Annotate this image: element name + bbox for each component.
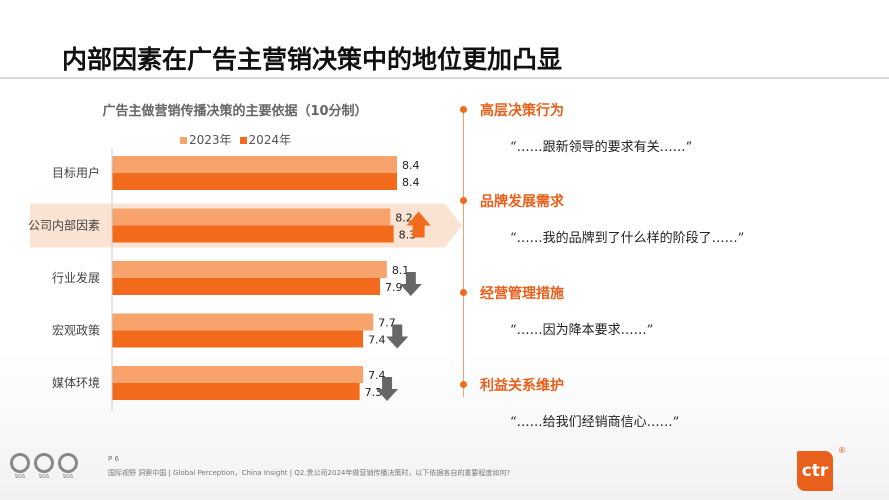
legend-2024: 2024年 xyxy=(239,131,291,148)
data-label: 7.4 xyxy=(368,334,386,347)
bar-2023年 xyxy=(112,156,397,173)
insight-quote: “……我的品牌到了什么样的阶段了……” xyxy=(510,231,745,246)
insight-panel: 高层决策行为 “……跟新领导的要求有关……” 品牌发展需求 “……我的品牌到了什么样… xyxy=(460,95,880,430)
bullet-dot-icon xyxy=(460,381,467,388)
up-arrow-icon xyxy=(406,211,431,238)
chart-legend: 2023年 2024年 xyxy=(180,131,291,148)
title-divider xyxy=(0,77,889,79)
down-arrow-icon xyxy=(399,272,422,296)
sgs-cert-icon xyxy=(34,453,54,473)
cert-label: SGS xyxy=(62,474,74,480)
legend-2023: 2023年 xyxy=(180,131,232,148)
insight-title: 高层决策行为 xyxy=(480,103,564,119)
category-label: 媒体环境 xyxy=(52,375,100,390)
insight-quote: “……给我们经销商信心……” xyxy=(510,415,680,430)
registered-mark: ® xyxy=(838,446,846,455)
bullet-dot-icon xyxy=(460,106,467,113)
bar-2023年 xyxy=(112,366,364,383)
bar-2024年 xyxy=(112,330,364,348)
chart-title: 广告主做营销传播决策的主要依据（10分制） xyxy=(102,104,368,119)
insight-title: 品牌发展需求 xyxy=(480,194,564,210)
category-label: 公司内部因素 xyxy=(28,218,100,233)
data-label: 8.3 xyxy=(399,229,417,242)
data-label: 8.4 xyxy=(402,159,420,172)
cert-label: SGS xyxy=(38,474,50,480)
bullet-dot-icon xyxy=(460,197,467,204)
timeline-line xyxy=(463,107,464,397)
data-label: 8.4 xyxy=(402,176,420,189)
bar-2023年 xyxy=(112,261,387,278)
bar-2023年 xyxy=(112,313,374,331)
ctr-logo: ctr xyxy=(797,451,833,491)
data-label: 7.4 xyxy=(368,369,386,382)
footer: P 6 国际视野 洞察中国 | Global Perception，China … xyxy=(108,455,510,478)
logo-text: ctr xyxy=(801,461,829,481)
category-label: 行业发展 xyxy=(52,270,100,285)
cert-badge: SGS xyxy=(58,453,78,480)
insight-quote: “……跟新领导的要求有关……” xyxy=(510,140,693,155)
down-arrow-icon xyxy=(386,324,409,349)
category-label: 目标用户 xyxy=(52,165,100,180)
bar-2024年 xyxy=(112,278,381,295)
bar-2024年 xyxy=(112,225,394,243)
data-label: 7.7 xyxy=(378,317,396,330)
bullet-dot-icon xyxy=(460,289,467,296)
data-label: 8.2 xyxy=(395,212,413,225)
bar-2024年 xyxy=(112,383,360,400)
down-arrow-icon xyxy=(376,377,399,401)
insight-quote: “……因为降本要求……” xyxy=(510,323,654,338)
data-label: 7.9 xyxy=(385,281,403,294)
bar-2024年 xyxy=(112,173,397,190)
cert-badge: SGS xyxy=(34,453,54,480)
insight-title: 利益关系维护 xyxy=(480,378,564,394)
sgs-cert-icon xyxy=(58,453,78,473)
sgs-cert-icon xyxy=(10,453,30,473)
page-number: P 6 xyxy=(108,455,119,463)
page-title: 内部因素在广告主营销决策中的地位更加凸显 xyxy=(62,45,563,74)
cert-badge: SGS xyxy=(10,453,30,480)
cert-label: SGS xyxy=(14,474,26,480)
insight-title: 经营管理措施 xyxy=(480,286,564,302)
bar-2023年 xyxy=(112,208,391,226)
source-note: 国际视野 洞察中国 | Global Perception，China Insi… xyxy=(108,469,511,477)
data-label: 8.1 xyxy=(392,264,410,277)
highlight-arrow-icon xyxy=(430,203,462,248)
bar-chart: 目标用户 8.4 8.4 公司内部因素 8.2 8.3 行业发展 8.1 7.9 宏观政策 7.7 7… xyxy=(28,148,462,411)
category-label: 宏观政策 xyxy=(52,323,100,338)
certification-badges: SGS SGS SGS xyxy=(10,453,78,480)
